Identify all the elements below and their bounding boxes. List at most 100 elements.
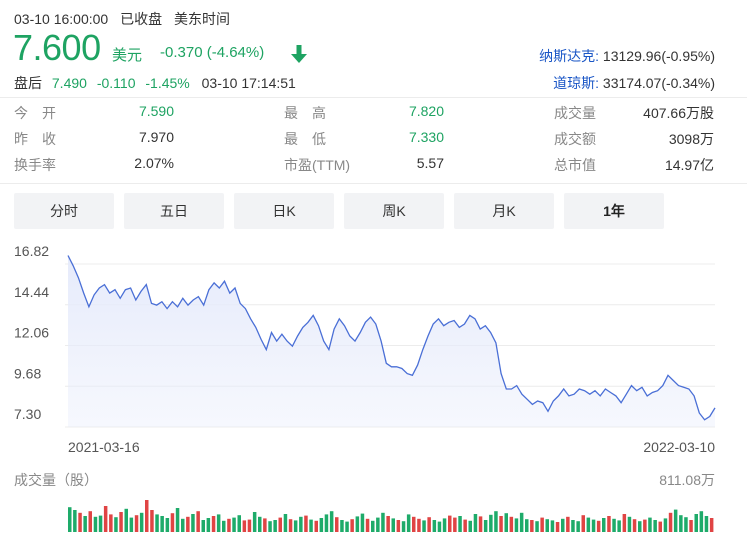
volume-bar (422, 520, 426, 532)
volume-bar (555, 522, 560, 532)
volume-bar (561, 518, 565, 532)
volume-bar (258, 516, 262, 532)
volume-bar (622, 514, 627, 532)
after-hours-percent: -1.45% (145, 75, 190, 91)
volume-bar (68, 507, 72, 532)
volume-bar (643, 519, 647, 532)
volume-bar (73, 510, 77, 532)
volume-bar (489, 514, 493, 532)
volume-bar (222, 520, 226, 532)
price-change: -0.370 (-4.64%) (160, 44, 265, 61)
stat-label: 成交量 (554, 105, 596, 121)
volume-bar (252, 512, 257, 532)
after-hours-time: 03-10 17:14:51 (201, 75, 296, 91)
tab-period[interactable]: 1年 (564, 193, 664, 229)
index-name[interactable]: 道琼斯: (553, 75, 600, 91)
volume-bar (278, 517, 282, 532)
stat-label: 今 开 (14, 105, 56, 121)
volume-bar (309, 519, 313, 532)
tab-period[interactable]: 分时 (14, 193, 114, 229)
stat-value: 14.97亿 (664, 157, 714, 173)
stat-label: 昨 收 (14, 131, 56, 147)
volume-bar (211, 516, 216, 532)
volume-bar (242, 520, 247, 532)
volume-bar (494, 511, 498, 532)
volume-bar (483, 520, 488, 532)
volume-bar (98, 515, 103, 532)
volume-bar (78, 512, 82, 532)
stat-value: 2.07% (134, 155, 174, 171)
volume-bar (540, 517, 544, 532)
volume-bar (458, 516, 462, 532)
tab-period[interactable]: 五日 (124, 193, 224, 229)
current-price: 7.600 (13, 27, 101, 68)
stat-value: 7.330 (408, 129, 444, 145)
volume-bar (638, 521, 642, 532)
index-dow: 道琼斯: 33174.07(-0.34%) (553, 73, 715, 93)
volume-bar (653, 520, 657, 532)
after-hours-label: 盘后 (14, 75, 42, 91)
volume-bar (571, 520, 575, 532)
volume-bar (170, 513, 175, 532)
volume-bar (509, 516, 514, 532)
tab-period[interactable]: 周K (344, 193, 444, 229)
volume-label: 成交量（股） (14, 472, 98, 488)
volume-bar (648, 517, 652, 532)
volume-bar (268, 521, 272, 532)
volume-bar (704, 516, 709, 532)
timezone-label: 美东时间 (173, 11, 230, 27)
volume-bar (668, 512, 673, 532)
stat-value: 5.57 (416, 155, 444, 171)
volume-bar (114, 517, 118, 532)
volume-bar (504, 513, 508, 532)
volume-bar (345, 521, 349, 532)
volume-bar (83, 516, 87, 532)
volume-bar (602, 518, 606, 532)
volume-bar (478, 516, 483, 532)
divider (0, 183, 747, 184)
volume-bar (627, 516, 632, 532)
volume-bar (453, 517, 457, 532)
volume-bar (119, 512, 123, 532)
volume-bar (432, 520, 437, 532)
volume-bar (134, 515, 139, 532)
volume-bar (412, 516, 416, 532)
after-hours-change: -0.110 (96, 75, 136, 91)
volume-bar (109, 514, 113, 532)
volume-bar (694, 514, 698, 532)
volume-bar (263, 518, 267, 532)
price-area (68, 255, 715, 427)
volume-bar (617, 520, 621, 532)
y-tick-label: 9.68 (14, 365, 41, 381)
stat-label: 换手率 (14, 157, 56, 173)
volume-bar (658, 521, 662, 532)
index-name[interactable]: 纳斯达克: (539, 48, 600, 64)
y-tick-label: 14.44 (14, 284, 49, 300)
market-status: 已收盘 (120, 11, 163, 27)
volume-bar (442, 518, 447, 532)
volume-bar (530, 520, 534, 532)
volume-bar (448, 515, 452, 532)
tab-period[interactable]: 月K (454, 193, 554, 229)
volume-bar (237, 515, 241, 532)
volume-bar (93, 516, 98, 532)
price-line (67, 255, 716, 421)
volume-bar (196, 511, 200, 532)
volume-bar (165, 518, 170, 532)
volume-bar (283, 514, 288, 532)
stat-value: 7.970 (138, 129, 174, 145)
volume-bar (376, 517, 380, 532)
volume-bar (473, 514, 478, 532)
quote-datetime: 03-10 16:00:00 (14, 11, 109, 27)
stat-label: 市盈(TTM) (284, 157, 351, 173)
volume-bar (288, 519, 293, 532)
tab-period[interactable]: 日K (234, 193, 334, 229)
x-end-label: 2022-03-10 (643, 439, 715, 455)
arrow-down-icon (291, 45, 307, 63)
volume-bar (191, 514, 195, 532)
volume-bar (299, 516, 303, 532)
volume-bar (324, 514, 329, 532)
quote-header-time: 03-10 16:00:00 已收盘 美东时间 (14, 9, 230, 29)
volume-bar (365, 518, 370, 532)
volume-bar (607, 516, 611, 532)
